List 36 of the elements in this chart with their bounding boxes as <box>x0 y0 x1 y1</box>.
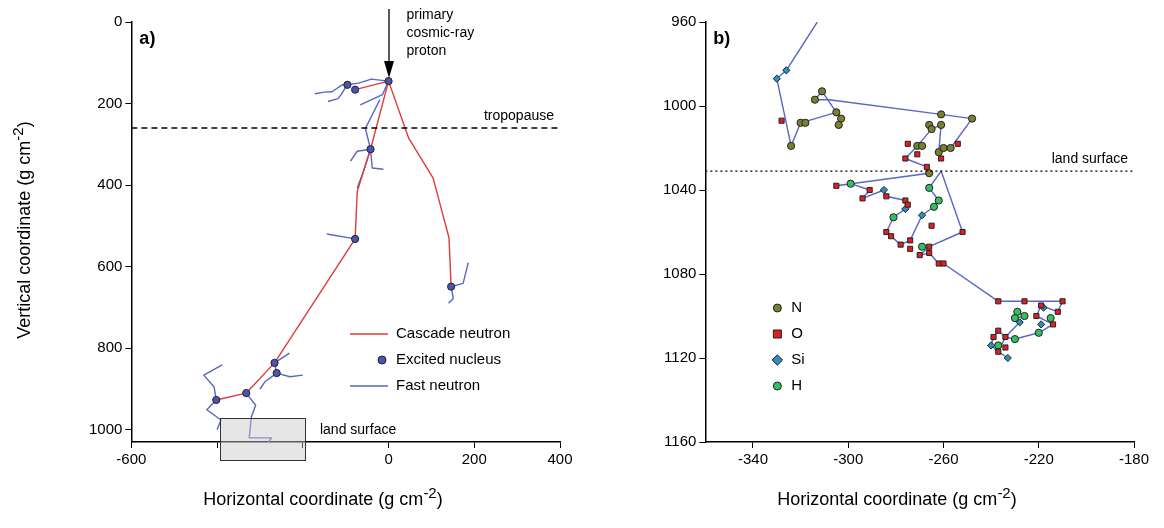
x-axis-title: Horizontal coordinate (g cm$^{-2}$) <box>776 484 1018 510</box>
x-tick-label: 0 <box>384 450 393 468</box>
y-tick-label: 600 <box>97 256 123 274</box>
legend-label: H <box>791 376 803 394</box>
ref-line-label: tropopause <box>483 106 555 123</box>
chart-title: b) <box>713 27 731 48</box>
y-tick-label: 200 <box>97 93 123 111</box>
x-tick-label: 200 <box>461 450 487 468</box>
x-tick-label: -260 <box>928 450 959 468</box>
y-tick-label: 1160 <box>664 432 697 450</box>
annotation: land surface <box>319 420 397 437</box>
y-tick-label: 1120 <box>664 348 697 366</box>
y-tick-label: 800 <box>97 338 123 356</box>
x-tick-label: -340 <box>737 450 769 468</box>
x-tick-label: -600 <box>116 450 147 468</box>
ref-line-label: land surface <box>1051 149 1129 166</box>
y-tick-label: 1000 <box>88 419 123 437</box>
y-tick-label: 1080 <box>662 264 697 282</box>
y-tick-label: 400 <box>97 175 123 193</box>
y-tick-label: 960 <box>671 12 697 30</box>
legend-label: Si <box>791 350 805 368</box>
x-tick-label: -300 <box>833 450 864 468</box>
x-tick-label: -220 <box>1023 450 1054 468</box>
x-tick-label: -180 <box>1118 450 1150 468</box>
y-tick-label: 1040 <box>662 180 697 198</box>
chart-title: a) <box>139 27 156 48</box>
annotation: primary cosmic-ray proton <box>406 5 475 58</box>
y-tick-label: 0 <box>114 12 123 30</box>
x-tick-label: 400 <box>547 450 573 468</box>
legend-label: N <box>791 298 803 316</box>
legend-label: Cascade neutron <box>396 324 511 342</box>
x-axis-title: Horizontal coordinate (g cm$^{-2}$) <box>202 484 444 510</box>
y-tick-label: 1000 <box>662 96 697 114</box>
legend-label: Fast neutron <box>396 376 481 394</box>
legend-label: O <box>791 324 804 342</box>
legend-label: Excited nucleus <box>396 350 502 368</box>
